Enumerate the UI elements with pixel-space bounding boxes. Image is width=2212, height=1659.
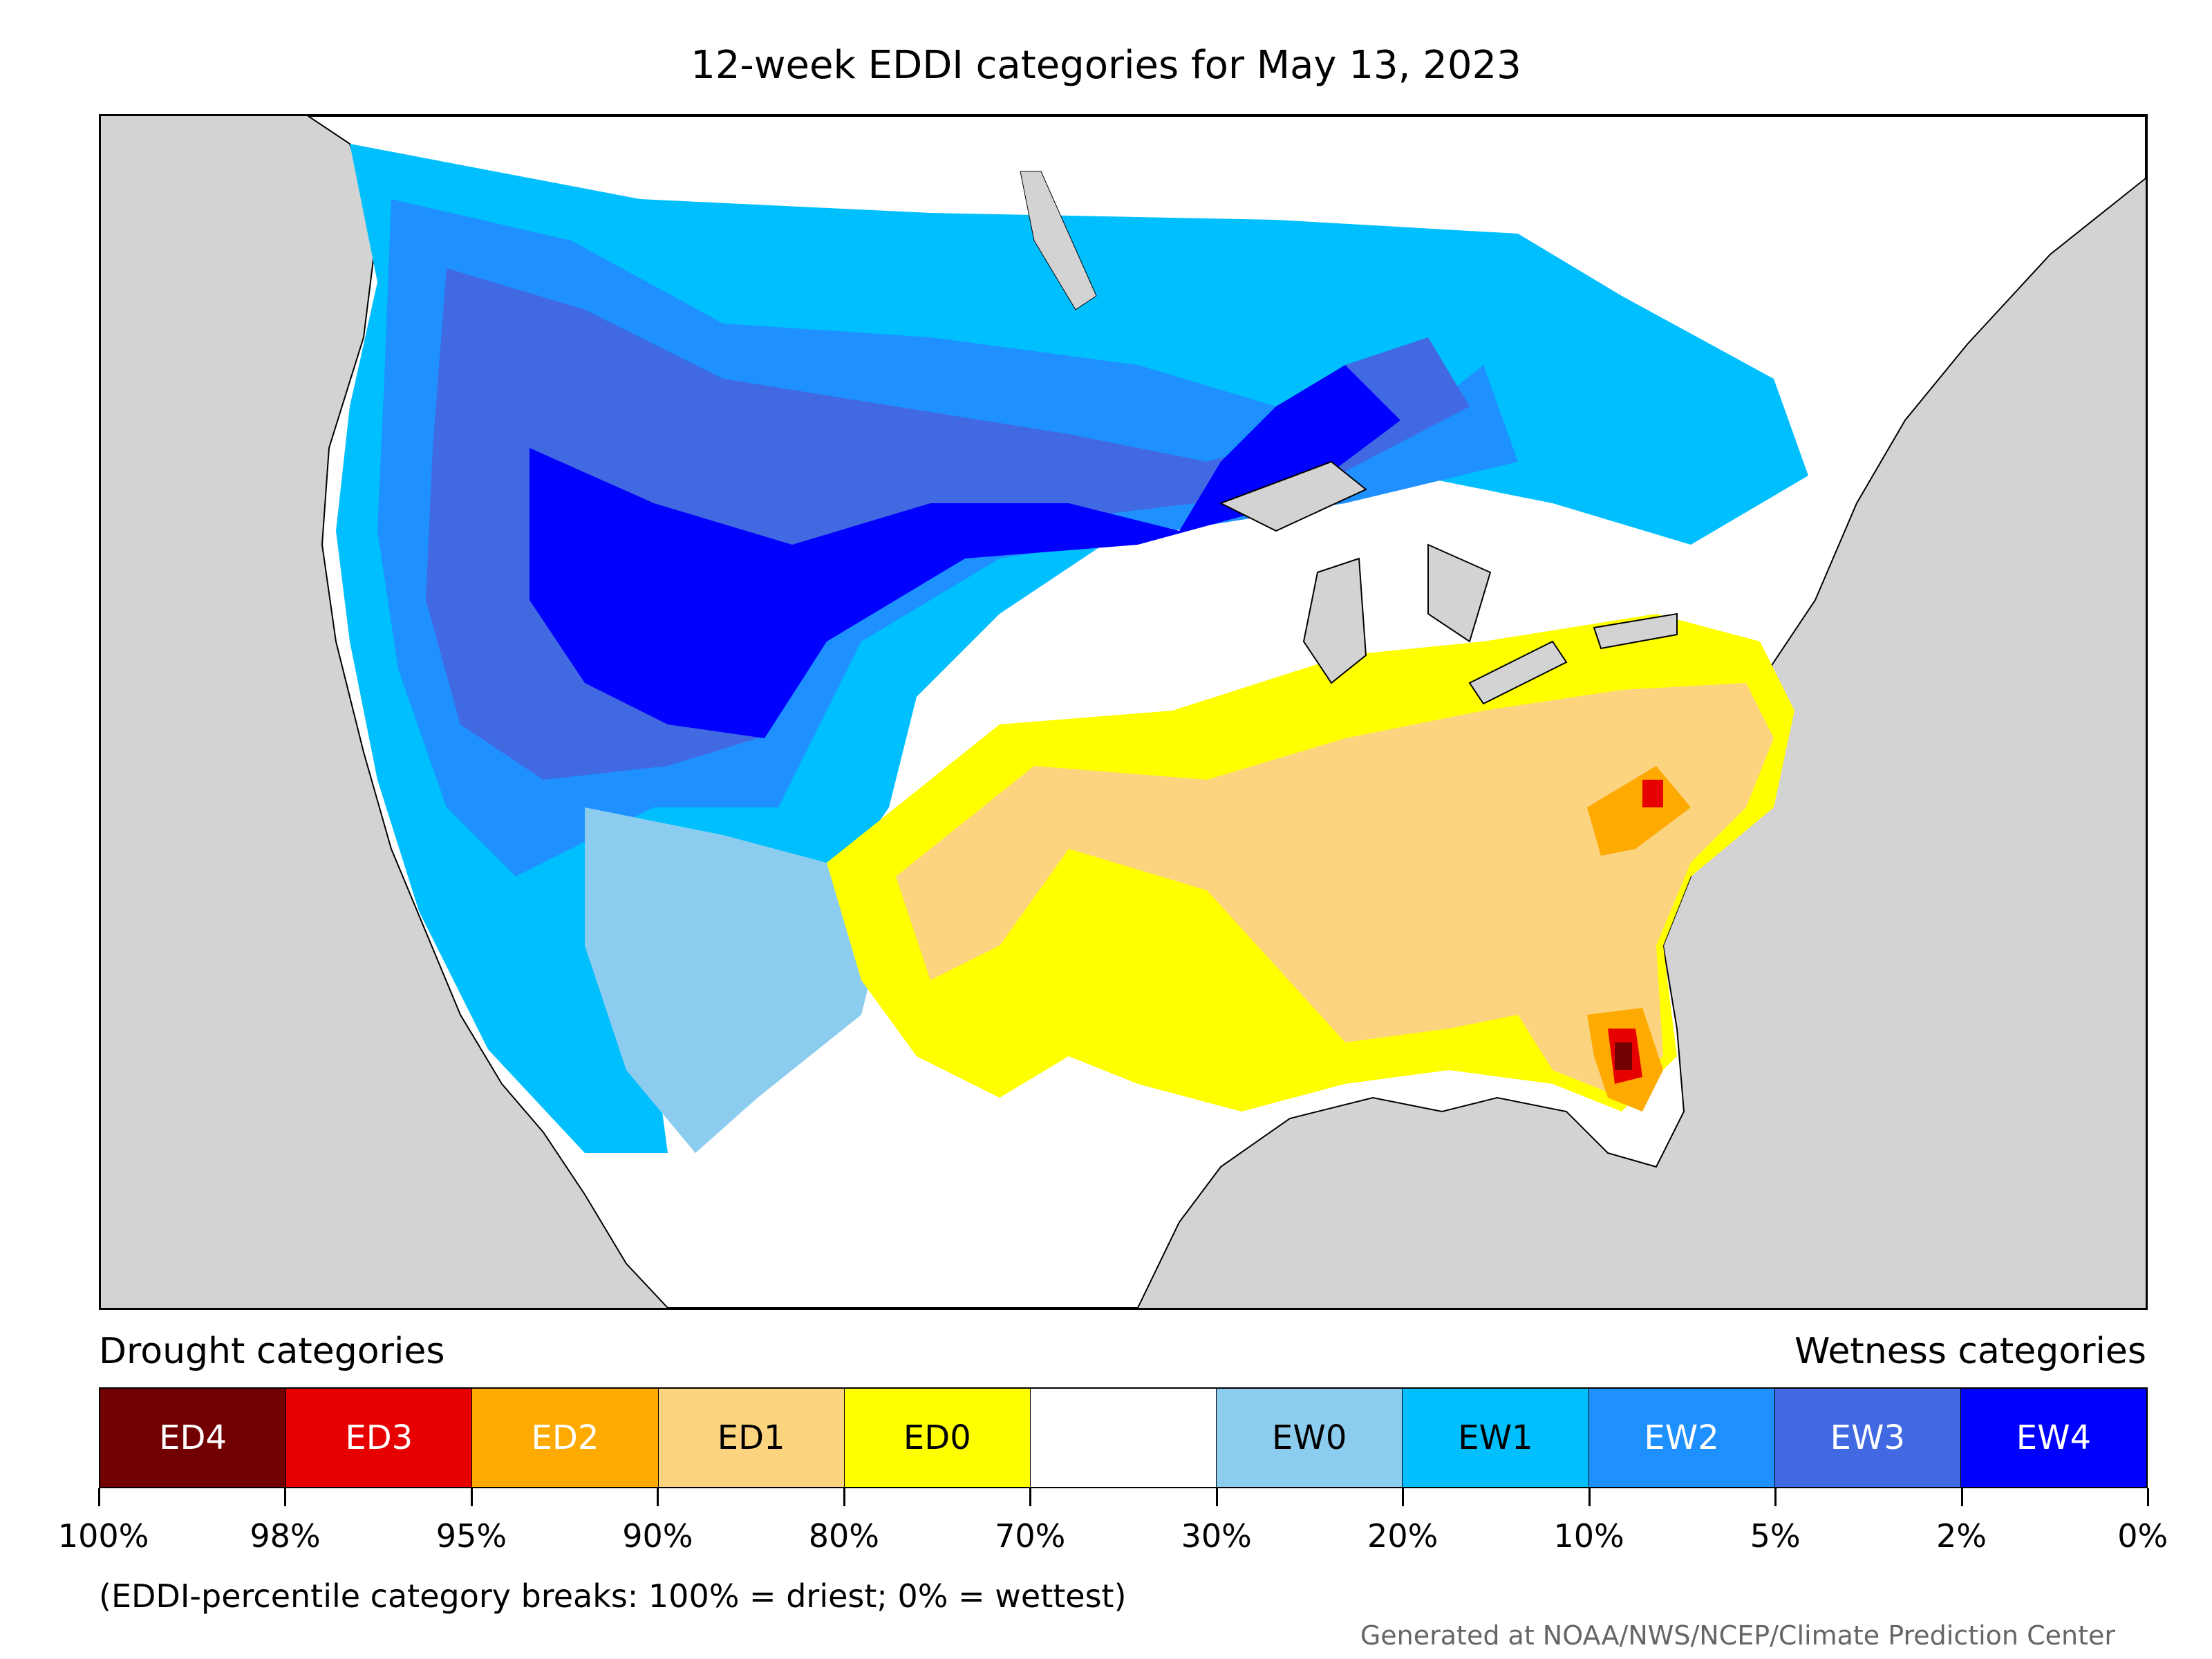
credit-line: Generated at NOAA/NWS/NCEP/Climate Predi… [1360, 1620, 2115, 1651]
colorbar-tick [1029, 1488, 1032, 1506]
colorbar-tick [98, 1488, 100, 1506]
colorbar-tick-label: 30% [1181, 1517, 1252, 1555]
colorbar-cell: ED2 [472, 1389, 659, 1487]
colorbar-cell: EW2 [1588, 1389, 1775, 1487]
ed3-region [1608, 780, 1663, 1084]
colorbar-tick [284, 1488, 287, 1506]
ed2-region [1587, 766, 1691, 1112]
ed4-region [1615, 1042, 1632, 1070]
map-title: 12-week EDDI categories for May 13, 2023 [691, 43, 1521, 88]
colorbar-cell: ED3 [286, 1389, 473, 1487]
ew4-region [529, 365, 1400, 738]
great-lakes [1219, 460, 1678, 705]
colorbar-tick-label: 10% [1553, 1517, 1624, 1555]
colorbar-tick [470, 1488, 473, 1506]
colorbar-cell: ED0 [844, 1389, 1031, 1487]
eddi-map [307, 116, 2146, 1308]
colorbar-tick-label: 98% [250, 1517, 321, 1555]
colorbar-tick [1402, 1488, 1405, 1506]
ew0-region [585, 807, 896, 1153]
ed1-region [896, 683, 1774, 1098]
colorbar-tick [2147, 1488, 2149, 1506]
colorbar-tick-label: 95% [435, 1517, 507, 1555]
colorbar-cell: EW0 [1217, 1389, 1403, 1487]
colorbar-tick [843, 1488, 845, 1506]
colorbar-cell: EW3 [1774, 1389, 1961, 1487]
category-colorbar: ED4 ED3 ED2 ED1 ED0 EW0 EW1 EW2 EW3 EW4 [99, 1387, 2148, 1488]
colorbar-tick-label: 20% [1367, 1517, 1438, 1555]
colorbar-tick [1774, 1488, 1777, 1506]
colorbar-ticks [98, 1488, 2149, 1509]
lake-winnipeg [1020, 171, 1097, 310]
colorbar-tick [1588, 1488, 1591, 1506]
colorbar-tick [657, 1488, 659, 1506]
colorbar-tick [1960, 1488, 1963, 1506]
wetness-categories-label: Wetness categories [1794, 1331, 2146, 1372]
colorbar-cell: ED4 [100, 1389, 287, 1487]
colorbar-cell [1030, 1389, 1217, 1487]
colorbar-tick-label: 0% [2117, 1517, 2168, 1555]
drought-categories-label: Drought categories [99, 1331, 445, 1372]
colorbar-tick-label: 70% [995, 1517, 1066, 1555]
colorbar-tick-label: 2% [1936, 1517, 1987, 1555]
colorbar-cell: EW1 [1403, 1389, 1589, 1487]
map-panel [99, 114, 2148, 1310]
colorbar-tick-label: 90% [622, 1517, 693, 1555]
colorbar-tick [1215, 1488, 1218, 1506]
category-breaks-note: (EDDI-percentile category breaks: 100% =… [99, 1577, 1127, 1615]
colorbar-cell: ED1 [658, 1389, 845, 1487]
colorbar-cell: EW4 [1960, 1389, 2147, 1487]
colorbar-tick-label: 5% [1750, 1517, 1801, 1555]
colorbar-tick-label: 100% [57, 1517, 149, 1555]
colorbar-tick-label: 80% [808, 1517, 879, 1555]
